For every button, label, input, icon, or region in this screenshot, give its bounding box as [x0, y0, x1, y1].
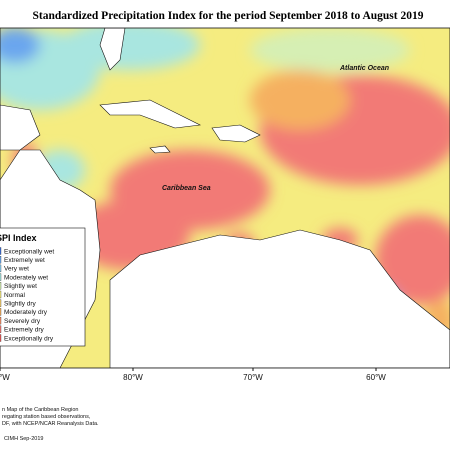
- legend-swatch: [0, 273, 2, 281]
- ocean-label: Atlantic Ocean: [339, 65, 389, 72]
- longitude-label: 90°W: [0, 373, 10, 382]
- footer-line: regating station based observations,: [2, 414, 91, 420]
- credit: CIMH Sep-2019: [4, 436, 43, 442]
- sea-label: Caribbean Sea: [162, 185, 211, 192]
- legend-swatch: [0, 264, 2, 273]
- footer-line: DF, with NCEP/NCAR Reanalysis Data.: [2, 421, 99, 427]
- legend: SPI Index Exceptionally wet Extremely wet…: [0, 227, 86, 347]
- longitude-label: 80°W: [123, 373, 143, 382]
- legend-swatch: [0, 282, 2, 290]
- longitude-labels: 90°W 80°W 70°W 60°W: [0, 368, 386, 382]
- footer-line: n Map of the Caribbean Region: [2, 407, 78, 413]
- legend-swatch: [0, 247, 2, 255]
- legend-label: Slightly wet: [4, 283, 37, 290]
- map-frame: [0, 27, 450, 369]
- spi-field: [0, 28, 450, 368]
- legend-swatch: [0, 316, 2, 325]
- legend-swatch: [0, 325, 2, 333]
- legend-swatch: [0, 290, 2, 299]
- legend-label: Normal: [4, 292, 26, 299]
- legend-box: [0, 227, 86, 347]
- legend-swatch: [0, 299, 2, 307]
- legend-label: Slightly dry: [4, 301, 37, 308]
- legend-label: Extremely dry: [4, 327, 44, 334]
- longitude-label: 60°W: [366, 373, 386, 382]
- legend-label: Exceptionally wet: [4, 248, 54, 255]
- legend-label: Extremely wet: [4, 257, 45, 264]
- legend-label: Severely dry: [4, 318, 41, 325]
- legend-title: SPI Index: [0, 233, 37, 243]
- legend-swatch: [0, 308, 2, 316]
- legend-label: Very wet: [4, 266, 29, 273]
- legend-label: Moderately wet: [4, 274, 48, 281]
- legend-label: Moderately dry: [4, 309, 48, 316]
- legend-swatch: [0, 256, 2, 264]
- legend-label: Exceptionally dry: [4, 335, 54, 342]
- title: Standardized Precipitation Index for the…: [32, 10, 423, 22]
- longitude-label: 70°W: [243, 373, 263, 382]
- legend-swatch: [0, 334, 2, 342]
